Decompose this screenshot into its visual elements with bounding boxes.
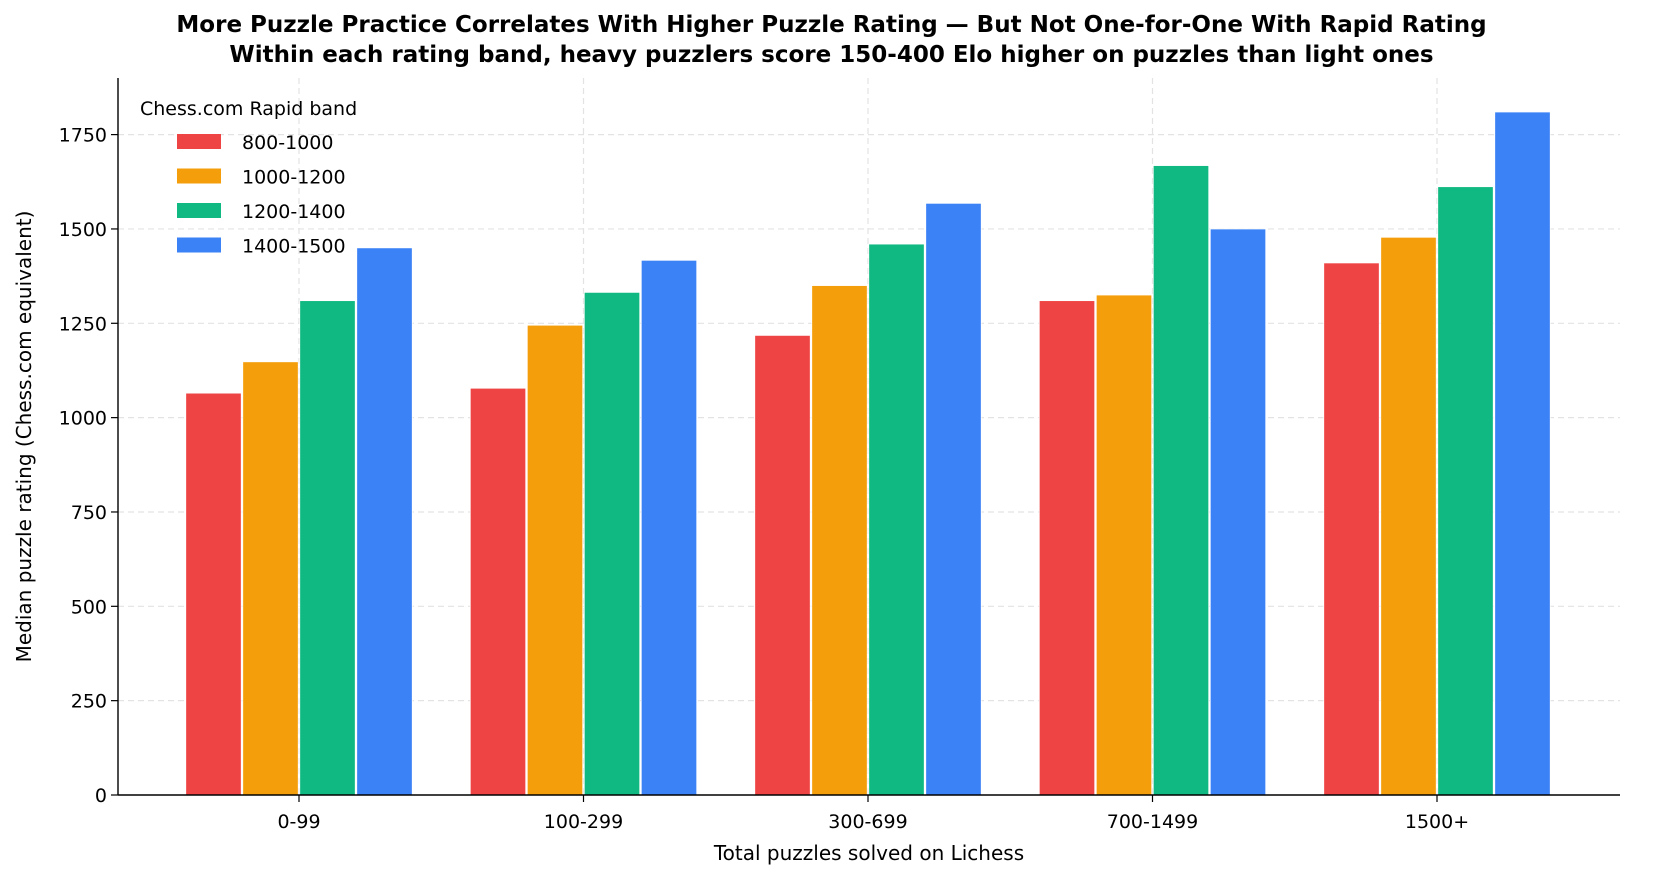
legend-label: 1400-1500	[242, 236, 346, 258]
bar	[868, 243, 925, 796]
legend-swatch	[177, 203, 221, 218]
chart-subtitle: Within each rating band, heavy puzzlers …	[229, 42, 1434, 68]
chart-title: More Puzzle Practice Correlates With Hig…	[176, 12, 1487, 38]
x-tick-label: 0-99	[277, 811, 320, 833]
legend-label: 800-1000	[242, 132, 333, 154]
bar	[583, 291, 641, 796]
bar	[356, 247, 413, 796]
y-tick-label: 750	[71, 502, 107, 524]
bar	[469, 387, 527, 796]
legend-title: Chess.com Rapid band	[140, 98, 357, 120]
x-axis-label: Total puzzles solved on Lichess	[713, 841, 1024, 865]
legend-label: 1200-1400	[242, 201, 346, 223]
legend-label: 1000-1200	[242, 167, 346, 189]
x-tick-label: 1500+	[1405, 811, 1469, 833]
bar	[299, 300, 356, 796]
bar	[1152, 165, 1210, 796]
bar	[1494, 111, 1551, 796]
bar	[1437, 186, 1494, 796]
bar	[925, 202, 982, 796]
legend: Chess.com Rapid band 800-1000 1000-1200 120…	[140, 98, 357, 258]
x-tick-label: 300-699	[828, 811, 907, 833]
y-tick-label: 0	[95, 785, 107, 807]
bar	[526, 324, 584, 796]
bar	[640, 259, 698, 796]
bar	[185, 392, 242, 796]
legend-swatch	[177, 237, 221, 253]
y-tick-label: 500	[71, 596, 107, 618]
legend-swatch	[177, 168, 221, 184]
bar	[242, 361, 299, 796]
y-tick-label: 1000	[59, 408, 107, 430]
y-tick-label: 1750	[59, 125, 107, 147]
y-tick-label: 1500	[59, 219, 107, 241]
x-tick-label: 700-1499	[1107, 811, 1198, 833]
y-tick-label: 250	[71, 691, 107, 713]
bar	[1209, 228, 1267, 796]
axis-layer: 0 250 500 750 1000 1250 1500 1750 0-99 100-299 300…	[12, 78, 1620, 865]
bar	[1038, 300, 1096, 796]
y-tick-label: 1250	[59, 313, 107, 335]
y-axis-label: Median puzzle rating (Chess.com equivale…	[12, 211, 36, 663]
bar	[1380, 236, 1437, 796]
bar	[1323, 262, 1380, 796]
bar-layer	[185, 111, 1551, 796]
bar	[754, 334, 811, 796]
bar	[811, 285, 868, 796]
legend-swatch	[177, 134, 221, 149]
x-tick-label: 100-299	[544, 811, 623, 833]
bar	[1095, 294, 1153, 796]
